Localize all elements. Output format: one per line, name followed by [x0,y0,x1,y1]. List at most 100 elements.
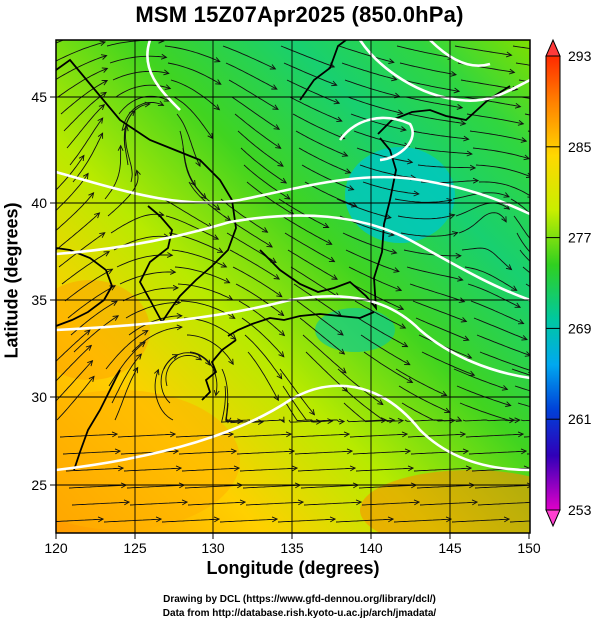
streamline-arrow [214,204,221,211]
streamline [279,368,315,415]
streamline [175,433,234,438]
streamline [174,266,230,284]
streamline [469,130,527,142]
streamline [245,501,304,506]
streamline-arrow [277,161,284,167]
colorbar-tick-label: 269 [568,320,592,336]
streamline [397,214,455,220]
streamline-arrow [333,98,341,105]
streamline-arrow [505,51,513,58]
streamline [467,283,521,308]
streamline-arrow [278,330,286,337]
streamline [298,147,351,174]
streamline-arrow [581,182,587,187]
streamline [342,232,397,254]
streamline-arrow [220,262,228,268]
streamline [121,101,164,132]
streamline-arrow [466,150,473,157]
y-tick-label: 30 [31,389,47,405]
streamline-arrow [457,276,464,282]
colorbar-bottom-arrow [545,509,561,528]
streamline-arrow [393,267,400,273]
streamline [64,268,113,302]
streamline-arrow [327,418,334,424]
streamline [281,215,332,245]
streamline-arrow [163,69,170,76]
streamline-arrow [280,177,288,184]
streamline [346,419,404,423]
streamline [516,232,530,253]
streamline-arrow [511,285,518,291]
streamline [451,518,510,523]
streamline [68,484,127,489]
streamline [184,484,243,489]
streamline [415,317,469,341]
streamline [464,266,517,291]
streamline [478,181,530,197]
streamline-arrow [123,499,131,506]
streamline [421,351,475,376]
streamline [347,96,403,114]
streamline-arrow [170,269,177,275]
streamline-arrow [505,264,513,271]
streamline [59,433,118,438]
streamline-arrow [224,278,231,284]
streamline [416,484,475,489]
streamline-arrow [233,465,241,472]
streamline [393,518,452,523]
colorbar-tick-label: 285 [568,139,592,155]
streamline-arrow [585,483,590,488]
streamline-arrow [517,120,525,126]
streamline [56,360,93,402]
streamline [126,484,185,489]
streamline-arrow [337,329,344,336]
streamline [160,354,178,404]
streamline-arrow [99,40,107,47]
streamline-arrow [93,212,101,219]
streamline-arrow [455,252,462,259]
streamline-arrow [158,40,165,44]
streamline-arrow [389,417,396,424]
streamline-arrow [257,419,264,425]
streamline [356,147,413,163]
streamline [58,232,106,268]
streamline-arrow [446,197,453,204]
streamline [413,467,472,472]
streamline-arrow [406,377,414,383]
streamline-arrow [212,234,220,240]
streamline [240,147,287,184]
streamline [303,501,362,506]
x-tick-label: 135 [280,540,304,556]
streamline [232,266,283,298]
streamline-arrow [517,431,525,438]
colorbar-tick-label: 253 [568,502,592,518]
colorbar: 293 285 277 269 261 253 [545,38,592,528]
streamline-arrow [297,499,305,506]
graticule [56,40,530,533]
streamline-arrow [99,232,106,238]
streamline-arrow [567,69,572,74]
streamline-arrow [463,335,470,342]
streamline [242,484,301,489]
streamline [171,249,227,268]
streamline [458,212,507,234]
y-tick-label: 25 [31,477,47,493]
streamline [234,113,281,149]
streamline [247,351,279,401]
streamline [284,232,335,262]
streamline [73,315,119,353]
streamline [56,173,89,212]
streamline-arrow [338,348,346,355]
streamline-arrow [82,172,89,180]
streamline [456,385,511,407]
streamline-arrow [566,293,572,298]
streamline-arrow [458,297,466,303]
streamline-arrow [101,67,109,73]
y-axis-ticks: 25 30 35 40 45 [31,89,56,493]
streamline [280,45,335,68]
streamline-arrow [239,499,247,506]
streamline [112,70,169,81]
streamline [103,518,162,523]
streamline [399,62,457,76]
streamline-arrow [400,126,407,132]
